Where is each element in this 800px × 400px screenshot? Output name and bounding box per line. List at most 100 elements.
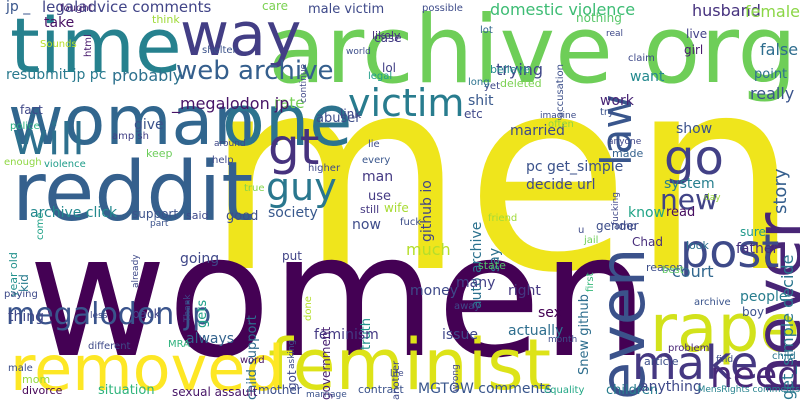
word-long: long <box>468 77 490 88</box>
word-claim: claim <box>628 53 655 64</box>
word-women: women <box>28 198 649 396</box>
word-jail: jail <box>584 235 599 246</box>
word-around: around <box>214 139 246 149</box>
word-now: now <box>352 217 381 233</box>
word-look: look <box>686 239 709 252</box>
word-away: away <box>454 301 481 312</box>
word-html: html <box>83 34 94 57</box>
word-different: different <box>88 341 131 352</box>
word-abuser: abuser <box>316 111 361 126</box>
word-fact: fact <box>20 103 43 117</box>
word-show: show <box>676 121 713 137</box>
word-post: post <box>680 224 780 278</box>
word-mother: mother <box>258 383 302 397</box>
word-put: put <box>282 249 302 263</box>
word-day: day <box>704 193 721 203</box>
word-real: real <box>606 29 624 39</box>
word-marriage: marriage <box>306 390 347 400</box>
word-yet: yet <box>484 81 500 92</box>
word-one: one <box>222 80 353 162</box>
word-believe: believe <box>490 63 530 76</box>
word-life: life <box>390 369 404 379</box>
word-continue: continue <box>299 63 309 103</box>
word-point: point <box>754 67 788 82</box>
word-resubmit-jp-pc: resubmit jp pc <box>6 67 107 83</box>
word-take: take <box>44 15 75 31</box>
word-read: read <box>666 205 696 220</box>
word-girl: girl <box>684 43 704 57</box>
word-going: going <box>180 251 220 267</box>
word-accusation: accusation <box>555 64 566 118</box>
word-situation: situation <box>98 383 155 398</box>
word-know: know <box>628 205 665 221</box>
word-married: married <box>510 123 565 139</box>
word-probably: probably <box>112 66 183 85</box>
word-people: people <box>740 289 788 305</box>
word-chad: Chad <box>632 235 663 249</box>
word-paying: paying <box>4 289 38 300</box>
word-think: think <box>152 13 180 26</box>
word-pc-get-simple: pc get_simple <box>526 159 624 175</box>
word-month: month <box>548 335 578 345</box>
word-much: much <box>406 240 451 259</box>
word-money: money <box>410 283 458 299</box>
word-find: find <box>716 355 734 365</box>
word-sexual-assault: sexual assault <box>172 385 258 399</box>
word-made: made <box>612 147 644 160</box>
word-keep: keep <box>146 147 173 160</box>
word-sounds: Sounds <box>40 39 77 50</box>
word-reason: reason <box>646 261 684 274</box>
word-done: done <box>303 296 314 321</box>
word-case: case <box>374 31 402 45</box>
word-need: need <box>710 355 800 396</box>
word-way: way <box>180 0 302 70</box>
word-shelter: shelter <box>202 45 237 56</box>
word-issue: issue <box>442 327 478 343</box>
word-time: time <box>10 1 182 90</box>
word-lie: lie <box>368 139 380 150</box>
word-sex: sex <box>538 305 562 321</box>
word-right: right <box>508 283 541 299</box>
word-less: less <box>90 311 108 321</box>
word-web-archive: web archive <box>176 56 334 86</box>
word-sure: sure <box>740 225 766 239</box>
word-still: still <box>360 203 380 216</box>
word-gets: gets <box>195 299 210 328</box>
word-gender: gender <box>596 219 639 233</box>
word-work: work <box>600 93 634 109</box>
word-thing: thing <box>8 309 45 325</box>
word-every: every <box>362 155 391 166</box>
word-snew-github: Snew github <box>577 294 592 375</box>
word-will: will <box>12 114 85 165</box>
word-trying: trying <box>496 60 544 79</box>
word-nothing: nothing <box>576 11 622 25</box>
word-want: want <box>630 69 665 85</box>
word-male: male <box>8 363 33 374</box>
word-mensrights-comments: MensRights comments <box>697 385 800 395</box>
word-possible: possible <box>422 3 463 14</box>
word-divorce: divorce <box>22 384 63 397</box>
word-mgtow-comments: MGTOW comments <box>418 381 553 397</box>
word-husband: husband <box>692 1 761 20</box>
word-asking: asking <box>287 339 297 369</box>
word-mom: mom <box>22 373 51 386</box>
word-live: live <box>686 27 708 41</box>
word-use: use <box>368 189 392 204</box>
word-wrong: wrong <box>451 364 461 392</box>
word-fought: fought <box>60 3 93 14</box>
word-guy: guy <box>266 165 337 209</box>
word-amp-sh: amp sh <box>112 131 149 142</box>
word-back: back <box>132 307 161 321</box>
word-father: father <box>736 241 779 257</box>
word-legaladvice-comments: legaladvice comments <box>42 0 212 16</box>
word-word: word <box>240 355 265 366</box>
word-new: new <box>660 183 718 216</box>
word-child: child <box>772 351 796 362</box>
word-violence: violence <box>44 159 86 170</box>
word-fuck: fuck <box>400 217 422 228</box>
word-victim: victim <box>348 81 465 125</box>
word-care: care <box>262 0 289 13</box>
word-thank: Thank <box>183 294 193 322</box>
word-anyone: anyone <box>608 137 642 147</box>
word-go: go <box>664 130 724 186</box>
